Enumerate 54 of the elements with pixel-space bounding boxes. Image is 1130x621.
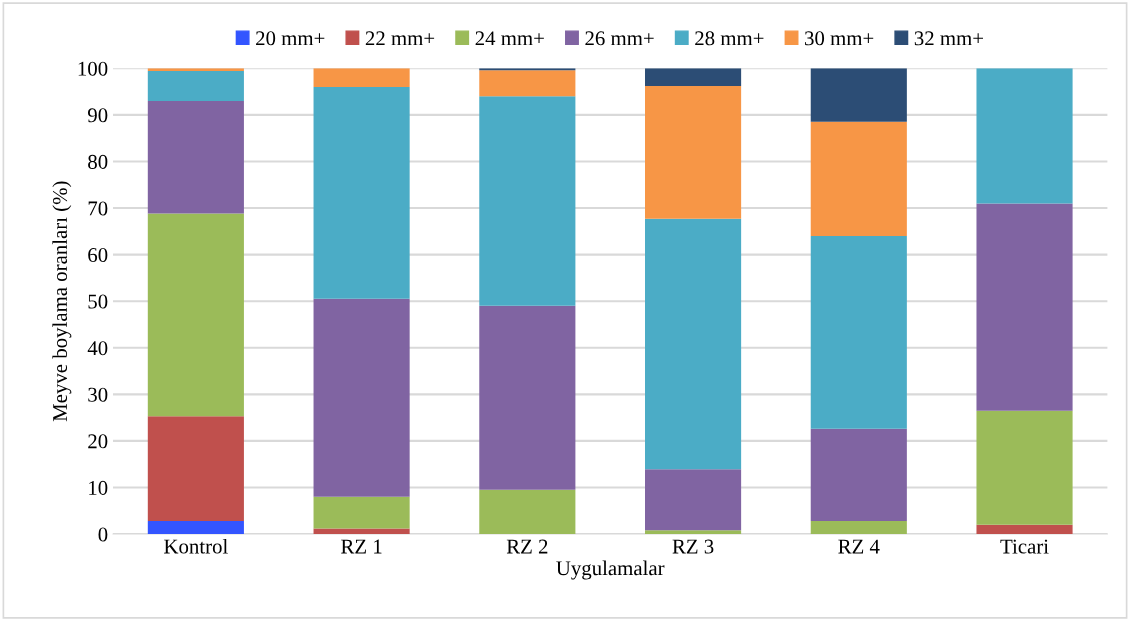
x-tick-label: RZ 1 [341,539,382,554]
x-tick-label: RZ 2 [506,539,548,554]
bar [479,489,576,535]
y-axis-title: Meyve boylama oranları (%) [52,181,72,422]
bar [976,68,1073,204]
bar [810,428,907,522]
y-tick-label: 40 [87,341,108,356]
y-tick-label: 50 [88,294,108,309]
x-tick-label: Kontrol [164,538,228,554]
y-tick-label: 0 [98,527,108,542]
y-tick-label: 30 [88,387,108,402]
legend-label: 26 mm+ [585,31,654,46]
y-tick-label: 70 [88,201,108,216]
bar [645,469,742,531]
bar [810,235,907,429]
legend-label: 30 mm+ [805,31,874,46]
x-tick-label: RZ 4 [838,539,880,554]
bar [147,521,244,535]
bar [313,496,410,529]
bar [810,121,907,236]
x-axis-title: Uygulamalar [556,560,665,580]
bar [810,68,907,122]
legend-label: 24 mm+ [475,31,544,46]
y-tick-label: 90 [87,108,108,123]
legend-label: 28 mm+ [695,31,764,46]
bar [810,521,907,535]
y-tick-label: 10 [89,480,108,495]
legend-label: 20 mm+ [256,31,325,46]
bar [479,96,576,306]
y-tick-label: 80 [88,154,108,169]
bar [313,68,410,87]
y-tick-label: 60 [88,247,108,263]
bar [147,71,244,101]
legend-label: 22 mm+ [365,31,435,46]
bar [313,528,410,535]
bar [976,203,1073,411]
bar [645,218,742,470]
bar [976,410,1073,525]
x-tick-label: Ticari [1000,539,1049,554]
bar [313,86,410,299]
bar [147,416,244,522]
y-tick-label: 20 [88,434,108,449]
bar [976,524,1073,535]
bar [645,86,742,219]
x-tick-label: RZ 3 [672,539,714,554]
bar [645,530,742,535]
bar [479,70,576,97]
bar [313,298,410,497]
bar [645,68,742,87]
bar [147,213,244,417]
bar [147,100,244,214]
legend-label: 32 mm+ [914,31,984,46]
bar [479,305,576,490]
y-tick-label: 100 [78,61,108,76]
